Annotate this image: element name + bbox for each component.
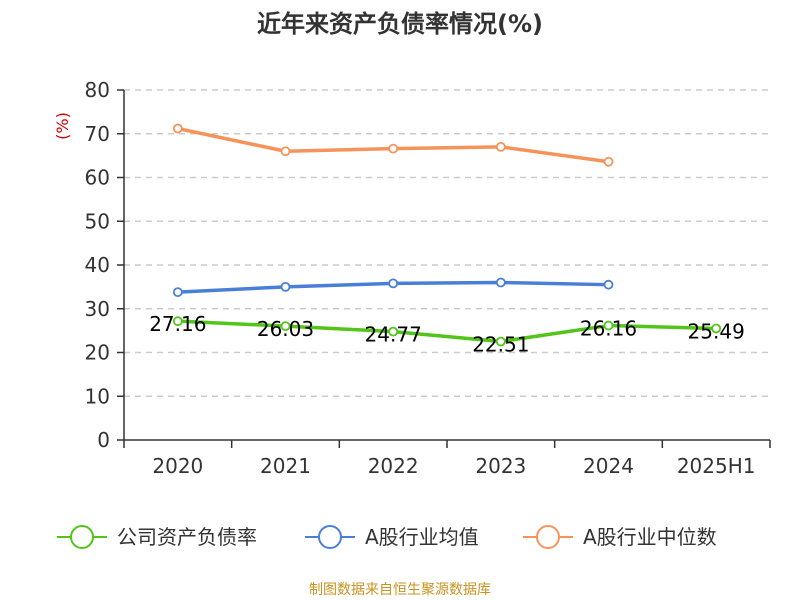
data-point — [495, 336, 506, 347]
x-tick-label: 2025H1 — [677, 454, 756, 478]
y-tick-label: 60 — [85, 166, 110, 190]
data-point — [603, 320, 614, 331]
y-tick-label: 20 — [85, 341, 110, 365]
data-point — [603, 156, 614, 167]
data-point — [172, 287, 183, 298]
legend-item[interactable]: 公司资产负债率 — [57, 525, 257, 549]
data-point — [280, 321, 291, 332]
data-labels: 27.16 26.03 24.77 22.51 26.16 25.49 — [149, 312, 745, 356]
legend[interactable]: 公司资产负债率 A股行业均值 A股行业中位数 — [57, 525, 717, 549]
y-tick-label: 50 — [85, 209, 110, 233]
data-point — [603, 279, 614, 290]
legend-label: 公司资产负债率 — [117, 525, 257, 549]
data-label: 26.03 — [257, 317, 314, 341]
source-caption: 制图数据来自恒生聚源数据库 — [309, 582, 491, 598]
legend-swatch-marker — [536, 525, 560, 549]
x-tick-label: 2020 — [152, 454, 203, 478]
y-tick-label: 70 — [85, 122, 110, 146]
data-point — [280, 146, 291, 157]
y-tick-label: 30 — [85, 297, 110, 321]
x-tick-label: 2021 — [260, 454, 311, 478]
y-tick-label: 40 — [85, 253, 110, 277]
legend-label: A股行业均值 — [365, 525, 479, 549]
legend-swatch-marker — [70, 525, 94, 549]
grid-lines — [124, 89, 770, 397]
data-point — [172, 123, 183, 134]
x-tick-label: 2023 — [475, 454, 526, 478]
data-point — [711, 323, 722, 334]
data-point — [495, 277, 506, 288]
data-label: 24.77 — [365, 323, 422, 347]
series-lines — [172, 123, 722, 347]
legend-swatch-marker — [318, 525, 342, 549]
y-tick-label: 10 — [85, 384, 110, 408]
y-axis-unit-label: (%) — [53, 112, 72, 140]
data-point — [388, 143, 399, 154]
data-point — [280, 281, 291, 292]
x-tick-label: 2022 — [368, 454, 419, 478]
data-point — [388, 278, 399, 289]
data-label: 25.49 — [688, 319, 745, 343]
chart-title: 近年来资产负债率情况(%) — [257, 10, 543, 38]
x-tick-label: 2024 — [583, 454, 634, 478]
y-tick-label: 80 — [85, 78, 110, 102]
series-line — [177, 319, 717, 344]
legend-item[interactable]: A股行业均值 — [305, 525, 479, 549]
data-label: 26.16 — [580, 317, 637, 341]
axes: 0 10 20 30 40 50 60 70 80 2020 2021 2022 2023 2024 202… — [85, 78, 771, 478]
y-tick-label: 0 — [97, 428, 110, 452]
data-label: 22.51 — [472, 333, 529, 357]
data-label: 27.16 — [149, 312, 206, 336]
data-point — [495, 141, 506, 152]
legend-item[interactable]: A股行业中位数 — [523, 525, 717, 549]
data-point — [388, 326, 399, 337]
legend-label: A股行业中位数 — [583, 525, 717, 549]
data-point — [172, 316, 183, 327]
